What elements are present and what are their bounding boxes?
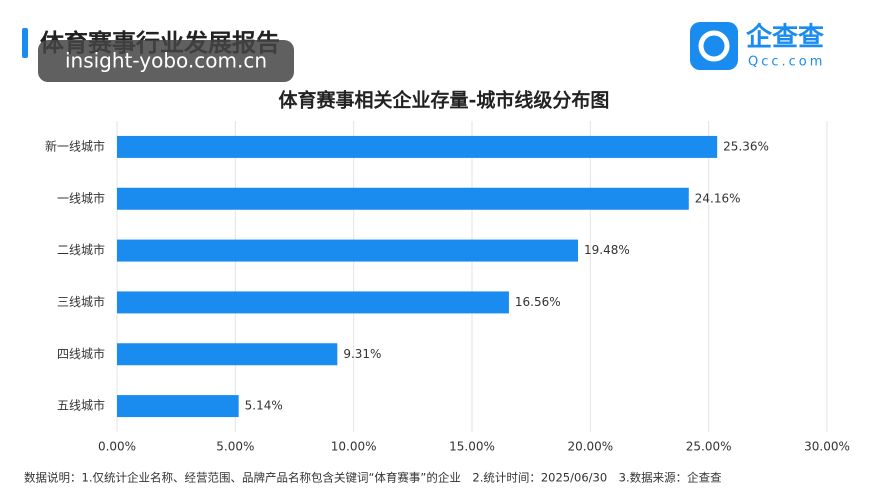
value-label: 5.14% bbox=[245, 399, 283, 413]
x-tick-label: 25.00% bbox=[686, 440, 732, 454]
value-label: 25.36% bbox=[723, 139, 769, 153]
watermark-box bbox=[38, 40, 294, 82]
value-label: 9.31% bbox=[343, 347, 381, 361]
value-label: 24.16% bbox=[695, 191, 741, 205]
y-tick-label: 一线城市 bbox=[57, 190, 105, 205]
x-tick-label: 30.00% bbox=[804, 440, 850, 454]
y-tick-label: 五线城市 bbox=[57, 398, 105, 413]
bar bbox=[117, 239, 579, 262]
logo-domain: Qcc.com bbox=[748, 55, 825, 70]
x-tick-label: 5.00% bbox=[216, 440, 254, 454]
value-label: 16.56% bbox=[515, 295, 561, 309]
footnote: 数据说明：1.仅统计企业名称、经营范围、品牌产品名称包含关键词“体育赛事”的企业… bbox=[24, 471, 722, 485]
x-tick-label: 15.00% bbox=[449, 440, 495, 454]
title-accent bbox=[22, 28, 28, 58]
bar bbox=[117, 135, 718, 158]
value-label: 19.48% bbox=[584, 243, 630, 257]
x-tick-label: 0.00% bbox=[98, 440, 136, 454]
y-tick-label: 三线城市 bbox=[57, 294, 105, 309]
bar bbox=[117, 291, 509, 314]
y-tick-label: 新一线城市 bbox=[45, 138, 105, 153]
logo-name: 企查查 bbox=[746, 22, 824, 53]
x-tick-label: 20.00% bbox=[567, 440, 613, 454]
bar bbox=[117, 187, 689, 210]
chart-title: 体育赛事相关企业存量-城市线级分布图 bbox=[279, 89, 610, 112]
x-tick-label: 10.00% bbox=[331, 440, 377, 454]
logo-q bbox=[698, 30, 730, 62]
bar bbox=[117, 343, 338, 366]
bar bbox=[117, 395, 239, 418]
y-tick-label: 二线城市 bbox=[57, 242, 105, 257]
watermark: insight-yobo.com.cn bbox=[65, 49, 267, 73]
y-tick-label: 四线城市 bbox=[57, 346, 105, 361]
logo-icon bbox=[690, 22, 738, 70]
